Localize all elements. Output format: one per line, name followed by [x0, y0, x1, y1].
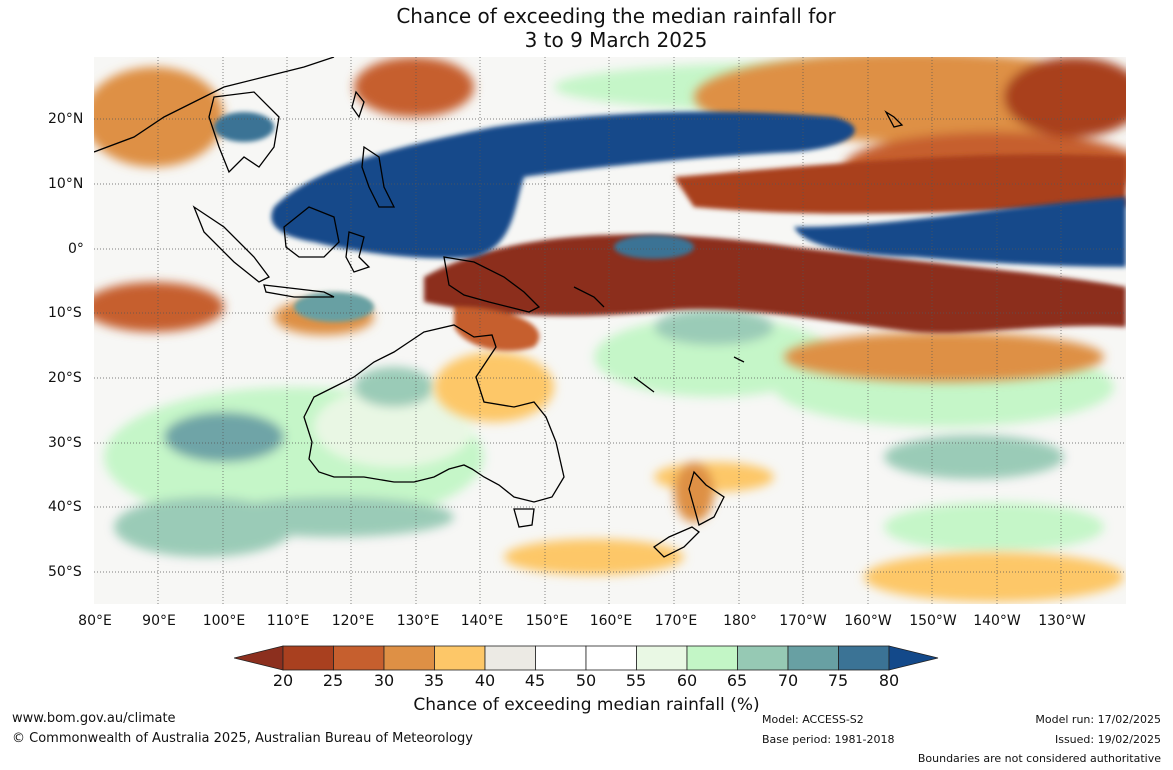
nz-north-island — [688, 470, 725, 526]
fiji — [733, 356, 745, 363]
solomon-islands — [573, 286, 605, 308]
lat-label: 20°S — [48, 370, 82, 386]
indochina — [208, 91, 280, 174]
colorbar-extension-low — [234, 645, 284, 671]
map-title-line1: Chance of exceeding the median rainfall … — [396, 4, 836, 28]
lat-label: 10°S — [48, 305, 82, 321]
colorbar-tick: 30 — [373, 671, 395, 690]
borneo — [283, 206, 340, 258]
colorbar-cell — [282, 645, 334, 671]
nz-south-island — [652, 526, 701, 558]
lat-label: 0° — [68, 241, 84, 257]
colorbar-tick: 80 — [878, 671, 900, 690]
rainfall-map — [94, 57, 1126, 604]
colorbar — [234, 645, 939, 671]
lon-label: 140°W — [973, 613, 1021, 629]
colorbar-cell — [484, 645, 536, 671]
map-title: Chance of exceeding the median rainfall … — [0, 4, 1173, 52]
lat-label: 10°N — [48, 176, 84, 192]
asia-coast — [94, 57, 335, 153]
colorbar-tick: 55 — [625, 671, 647, 690]
lat-label: 40°S — [48, 499, 82, 515]
colorbar-cell — [838, 645, 890, 671]
gridlines — [94, 57, 1126, 604]
model-run-text: Model run: 17/02/2025 — [1035, 713, 1161, 726]
lon-label: 90°E — [142, 613, 176, 629]
colorbar-cell — [535, 645, 587, 671]
lon-label: 160°W — [844, 613, 892, 629]
sulawesi — [345, 231, 371, 273]
lon-label: 130°E — [396, 613, 440, 629]
colorbar-tick: 50 — [575, 671, 597, 690]
australia-coastline — [303, 324, 565, 503]
lon-label: 160°E — [589, 613, 633, 629]
lon-label: 140°E — [460, 613, 504, 629]
lon-label: 180° — [723, 613, 757, 629]
philippines — [361, 145, 396, 208]
colorbar-cell — [686, 645, 738, 671]
rainfall-field — [94, 57, 1126, 602]
colorbar-tick: 70 — [777, 671, 799, 690]
lon-label: 120°E — [331, 613, 375, 629]
taiwan — [351, 90, 365, 119]
colorbar-tick: 75 — [827, 671, 849, 690]
hawaii — [884, 110, 904, 128]
lon-label: 150°W — [909, 613, 957, 629]
colorbar-cell — [383, 645, 435, 671]
colorbar-cell — [737, 645, 789, 671]
lon-label: 150°E — [525, 613, 569, 629]
lon-label: 170°W — [779, 613, 827, 629]
colorbar-cell — [636, 645, 688, 671]
colorbar-tick: 45 — [524, 671, 546, 690]
lat-label: 50°S — [48, 564, 82, 580]
rainfall-map-canvas — [94, 57, 1126, 604]
tasmania-coastline — [513, 508, 535, 528]
disclaimer-text: Boundaries are not considered authoritat… — [917, 752, 1161, 765]
colorbar-tick: 35 — [423, 671, 445, 690]
lat-label: 30°S — [48, 435, 82, 451]
coastlines — [94, 57, 904, 558]
map-title-line2: 3 to 9 March 2025 — [524, 28, 708, 52]
colorbar-tick: 25 — [322, 671, 344, 690]
lon-label: 130°W — [1038, 613, 1086, 629]
lat-label: 20°N — [48, 111, 84, 127]
colorbar-title: Chance of exceeding median rainfall (%) — [413, 695, 760, 715]
colorbar-cell — [434, 645, 486, 671]
website-text: www.bom.gov.au/climate — [12, 711, 176, 726]
sumatra — [192, 205, 270, 283]
colorbar-tick: 65 — [726, 671, 748, 690]
issued-text: Issued: 19/02/2025 — [1054, 733, 1161, 746]
colorbar-extension-high — [888, 645, 939, 671]
colorbar-cell — [333, 645, 385, 671]
colorbar-cell — [787, 645, 839, 671]
new-guinea — [443, 256, 541, 313]
base-period-text: Base period: 1981-2018 — [762, 733, 895, 746]
model-text: Model: ACCESS-S2 — [762, 713, 864, 726]
colorbar-tick: 40 — [474, 671, 496, 690]
lon-label: 80°E — [78, 613, 112, 629]
lon-label: 100°E — [202, 613, 246, 629]
copyright-text: © Commonwealth of Australia 2025, Austra… — [12, 731, 473, 746]
lon-label: 110°E — [266, 613, 310, 629]
new-caledonia — [633, 376, 655, 393]
colorbar-tick: 60 — [676, 671, 698, 690]
colorbar-tick: 20 — [272, 671, 294, 690]
lon-label: 170°E — [654, 613, 698, 629]
java — [263, 284, 335, 298]
colorbar-cell — [585, 645, 637, 671]
